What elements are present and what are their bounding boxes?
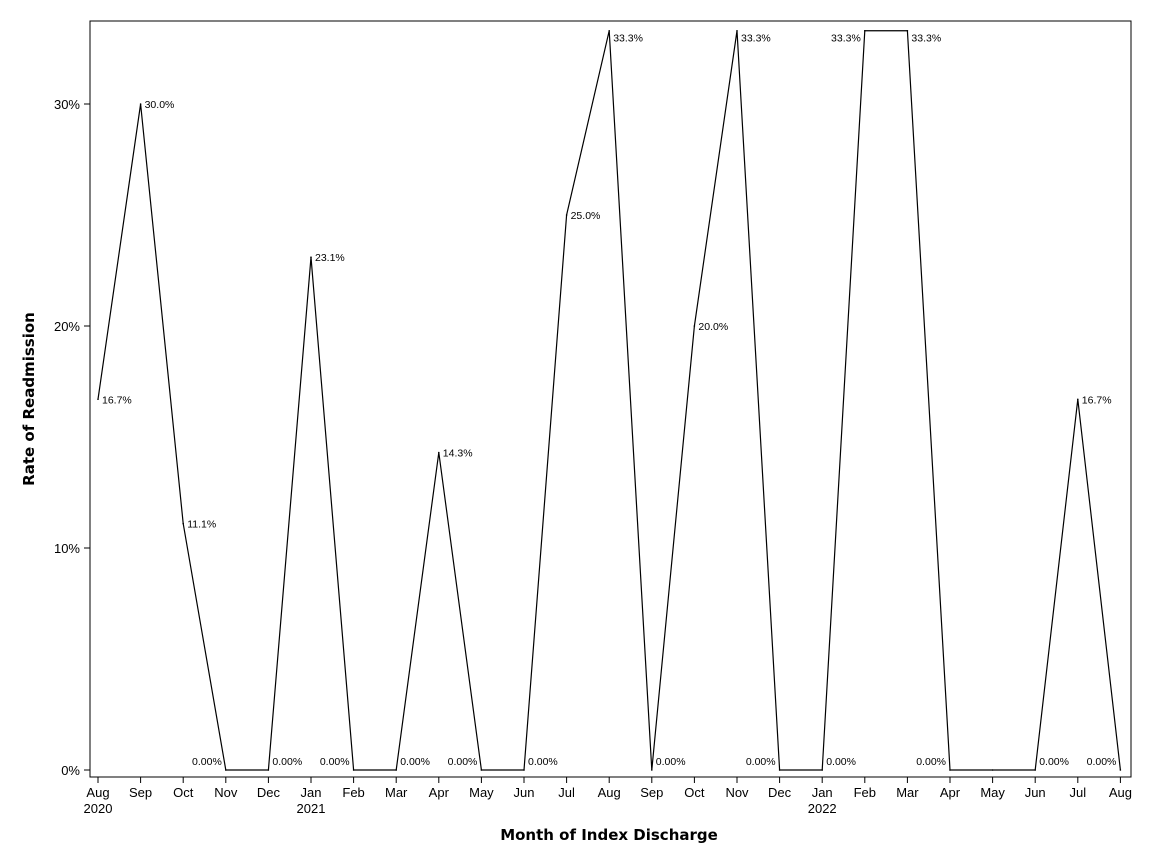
x-tick-label: Oct — [173, 785, 194, 800]
data-point — [139, 103, 142, 105]
data-point — [395, 769, 398, 771]
data-point — [97, 398, 99, 401]
data-label: 0.00% — [272, 756, 302, 768]
data-point — [267, 769, 270, 771]
data-point — [821, 769, 823, 771]
data-point — [864, 29, 866, 32]
x-tick-label: Jan — [301, 785, 322, 800]
y-tick-label: 20% — [54, 319, 80, 334]
data-point — [1034, 769, 1036, 771]
data-label: 33.3% — [831, 33, 861, 45]
data-label: 0.00% — [1087, 756, 1117, 768]
x-tick-year-label: 2021 — [297, 801, 326, 816]
data-label: 0.00% — [448, 756, 478, 768]
data-point — [565, 214, 568, 216]
y-tick-label: 0% — [61, 763, 80, 778]
data-point — [906, 29, 909, 32]
data-labels: 16.7% 30.0% 11.1% 0.00% 0.00% 23.1% 0.00% 0.00%… — [102, 33, 1116, 768]
data-point — [1119, 769, 1122, 771]
data-label: 11.1% — [187, 519, 216, 531]
x-tick-label: Aug — [598, 785, 621, 800]
x-tick-year-label: 2020 — [84, 801, 113, 816]
data-point — [523, 769, 525, 771]
data-point — [182, 522, 184, 525]
data-label: 33.3% — [613, 33, 643, 45]
data-point — [352, 769, 355, 771]
data-point — [1077, 398, 1079, 401]
x-tick-label: Jan — [812, 785, 833, 800]
x-tick-label: Aug — [86, 785, 109, 800]
x-tick-label: May — [980, 785, 1005, 800]
data-point — [480, 769, 483, 771]
x-tick-label: Dec — [257, 785, 281, 800]
x-tick-label: Nov — [214, 785, 238, 800]
data-label: 16.7% — [1082, 394, 1112, 406]
x-tick-label: Aug — [1109, 785, 1132, 800]
series-group — [97, 29, 1122, 771]
y-axis: 0% 10% 20% 30% — [54, 97, 90, 778]
x-tick-label: Jun — [1025, 785, 1046, 800]
data-point — [949, 769, 951, 771]
data-label: 33.3% — [741, 33, 771, 45]
x-tick-label: Jul — [558, 785, 575, 800]
data-point — [736, 29, 738, 32]
y-axis-title: Rate of Readmission — [20, 312, 38, 486]
data-label: 30.0% — [145, 99, 175, 111]
data-point — [991, 769, 994, 771]
x-tick-label: Mar — [896, 785, 919, 800]
data-label: 0.00% — [1039, 756, 1069, 768]
data-point — [778, 769, 781, 771]
data-label: 25.0% — [571, 210, 601, 222]
data-label: 20.0% — [698, 321, 728, 333]
data-label: 0.00% — [528, 756, 558, 768]
x-tick-label: Sep — [129, 785, 152, 800]
x-tick-label: Feb — [342, 785, 364, 800]
x-tick-label: Oct — [684, 785, 705, 800]
data-point — [651, 769, 653, 771]
data-label: 0.00% — [656, 756, 686, 768]
plot-frame — [89, 20, 1132, 778]
data-label: 16.7% — [102, 394, 132, 406]
data-label: 33.3% — [911, 33, 941, 45]
x-tick-label: Nov — [725, 785, 749, 800]
x-axis-title: Month of Index Discharge — [500, 826, 718, 844]
x-tick-label: Apr — [940, 785, 961, 800]
x-tick-year-label: 2022 — [808, 801, 837, 816]
x-tick-label: Sep — [640, 785, 663, 800]
data-label: 0.00% — [400, 756, 430, 768]
data-label: 14.3% — [443, 448, 473, 460]
data-point — [608, 29, 610, 32]
x-tick-label: Apr — [429, 785, 450, 800]
series-line — [97, 30, 1121, 771]
y-tick-label: 30% — [54, 97, 80, 112]
data-label: 0.00% — [746, 756, 776, 768]
data-point — [438, 451, 440, 454]
x-tick-label: May — [469, 785, 494, 800]
x-tick-label: Feb — [854, 785, 876, 800]
data-label: 0.00% — [320, 756, 350, 768]
x-tick-label: Mar — [385, 785, 408, 800]
data-label: 0.00% — [826, 756, 856, 768]
x-tick-label: Dec — [768, 785, 792, 800]
data-label: 0.00% — [916, 756, 946, 768]
data-label: 23.1% — [315, 252, 345, 264]
data-point — [310, 256, 312, 258]
y-tick-label: 10% — [54, 541, 80, 556]
x-tick-label: Jun — [514, 785, 535, 800]
x-tick-label: Jul — [1069, 785, 1086, 800]
data-point — [225, 769, 227, 771]
data-point — [693, 325, 696, 327]
data-label: 0.00% — [192, 756, 222, 768]
